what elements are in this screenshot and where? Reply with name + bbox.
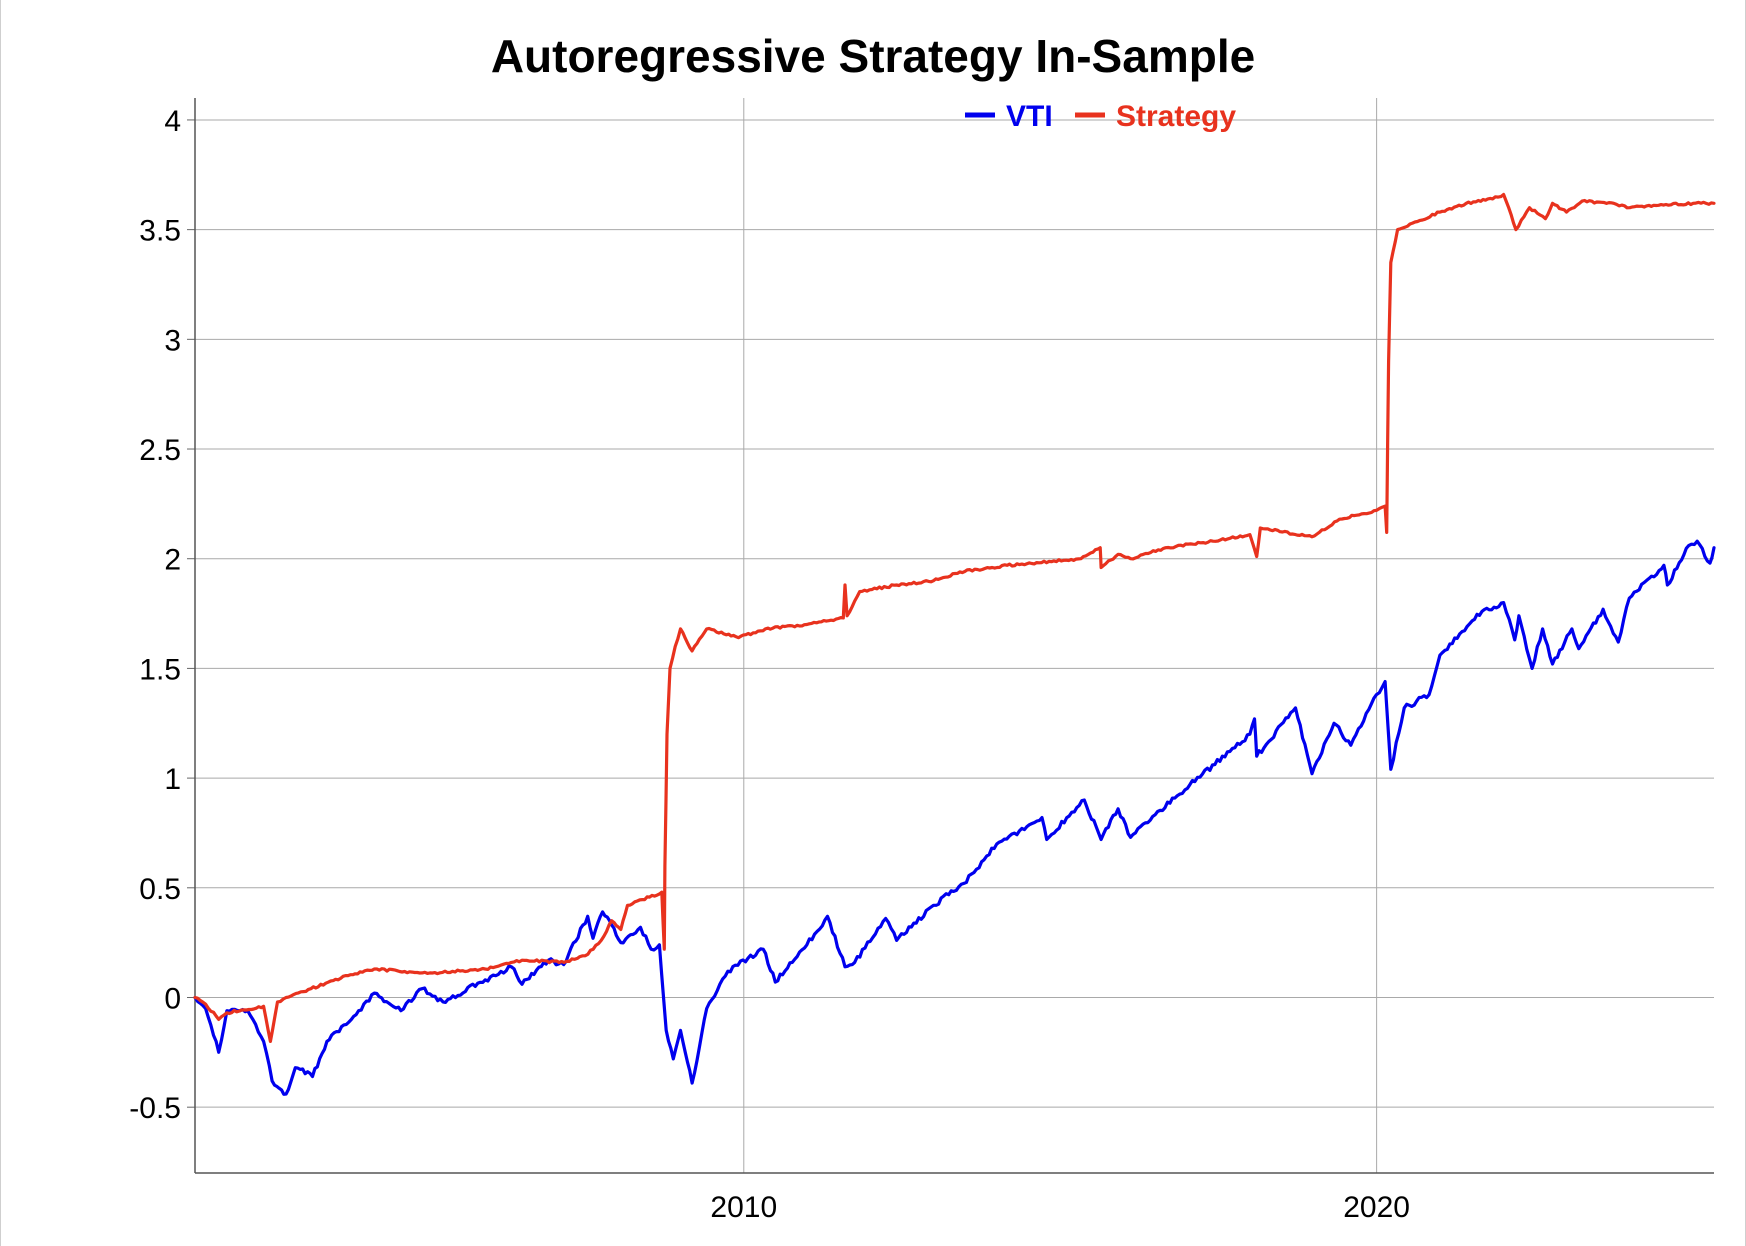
y-tick-label: 1.5: [139, 653, 181, 686]
series-line-strategy: [193, 192, 1716, 1043]
y-tick-label: 0.5: [139, 873, 181, 906]
x-tick-label: 2010: [710, 1191, 777, 1224]
legend-label-vti: VTI: [1006, 100, 1053, 133]
legend: VTI Strategy: [965, 100, 1236, 133]
chart-title: Autoregressive Strategy In-Sample: [491, 30, 1255, 82]
axes: -0.5 0 0.5 1 1.5 2 2.5 3 3.5 4 2010 2020: [129, 98, 1714, 1224]
series-line-vti: [193, 539, 1716, 1096]
x-tick-label: 2020: [1343, 1191, 1410, 1224]
legend-label-strategy: Strategy: [1116, 100, 1236, 133]
y-tick-label: 3: [164, 324, 181, 357]
y-tick-label: 4: [164, 105, 181, 138]
y-tick-label: 0: [164, 982, 181, 1015]
y-tick-label: -0.5: [129, 1092, 181, 1125]
y-tick-label: 2: [164, 544, 181, 577]
y-tick-label: 3.5: [139, 215, 181, 248]
grid-lines: [195, 98, 1714, 1173]
series-lines: [193, 192, 1716, 1096]
y-tick-label: 1: [164, 763, 181, 796]
y-tick-label: 2.5: [139, 434, 181, 467]
